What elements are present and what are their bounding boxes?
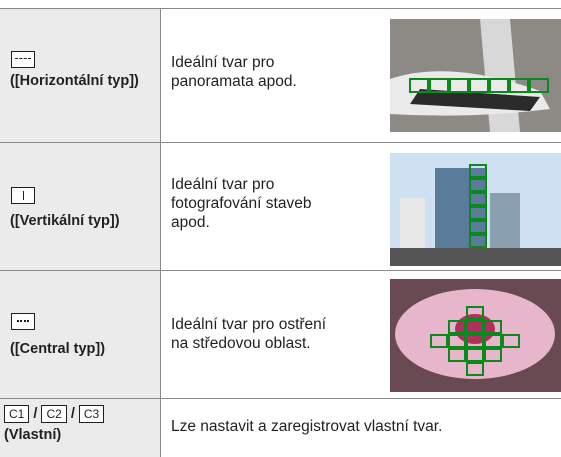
table-row: ([Vertikální typ]) Ideální tvar pro foto… <box>0 142 561 271</box>
description: Ideální tvar pro fotografování staveb ap… <box>171 175 311 232</box>
label: (Vlastní) <box>4 427 62 443</box>
separator: / <box>70 406 75 422</box>
text-line: Ideální tvar pro <box>171 176 275 193</box>
photo <box>390 19 561 132</box>
icon-label: C3 <box>78 405 105 423</box>
label: ([Vertikální typ]) <box>10 213 120 229</box>
label-cell: C1 / C2 / C3 (Vlastní) <box>0 399 161 457</box>
table-row: C1 / C2 / C3 (Vlastní) Lze nastavit a za… <box>0 398 561 457</box>
photo <box>390 153 561 266</box>
label-cell: ([Central typ]) <box>0 271 161 399</box>
description: Ideální tvar pro ostření na středovou ob… <box>171 315 326 353</box>
description: Ideální tvar pro panoramata apod. <box>171 53 297 91</box>
photo <box>390 279 561 392</box>
text-line: apod. <box>171 214 210 231</box>
table-row: ([Horizontální typ]) Ideální tvar pro pa… <box>0 8 561 143</box>
text-line: Ideální tvar pro <box>171 54 275 71</box>
text-line: Lze nastavit a zaregistrovat vlastní tva… <box>171 418 443 435</box>
af-icon <box>11 313 35 330</box>
text-line: Ideální tvar pro ostření <box>171 316 327 333</box>
label: ([Central typ]) <box>10 341 106 357</box>
text-line: fotografování staveb <box>171 195 312 212</box>
label: ([Horizontální typ]) <box>10 73 139 89</box>
text-line: panoramata apod. <box>171 73 297 90</box>
label-cell: ([Horizontální typ]) <box>0 9 161 143</box>
table-row: ([Central typ]) Ideální tvar pro ostření… <box>0 270 561 399</box>
description: Lze nastavit a zaregistrovat vlastní tva… <box>171 417 442 436</box>
custom-icons: C1 / C2 / C3 <box>4 405 105 423</box>
icon-label: C2 <box>41 405 67 423</box>
af-icon <box>11 187 35 204</box>
separator: / <box>33 406 38 422</box>
text-line: na středovou oblast. <box>171 335 311 352</box>
label-cell: ([Vertikální typ]) <box>0 143 161 271</box>
icon-label: C1 <box>4 405 30 423</box>
af-icon <box>11 51 35 68</box>
